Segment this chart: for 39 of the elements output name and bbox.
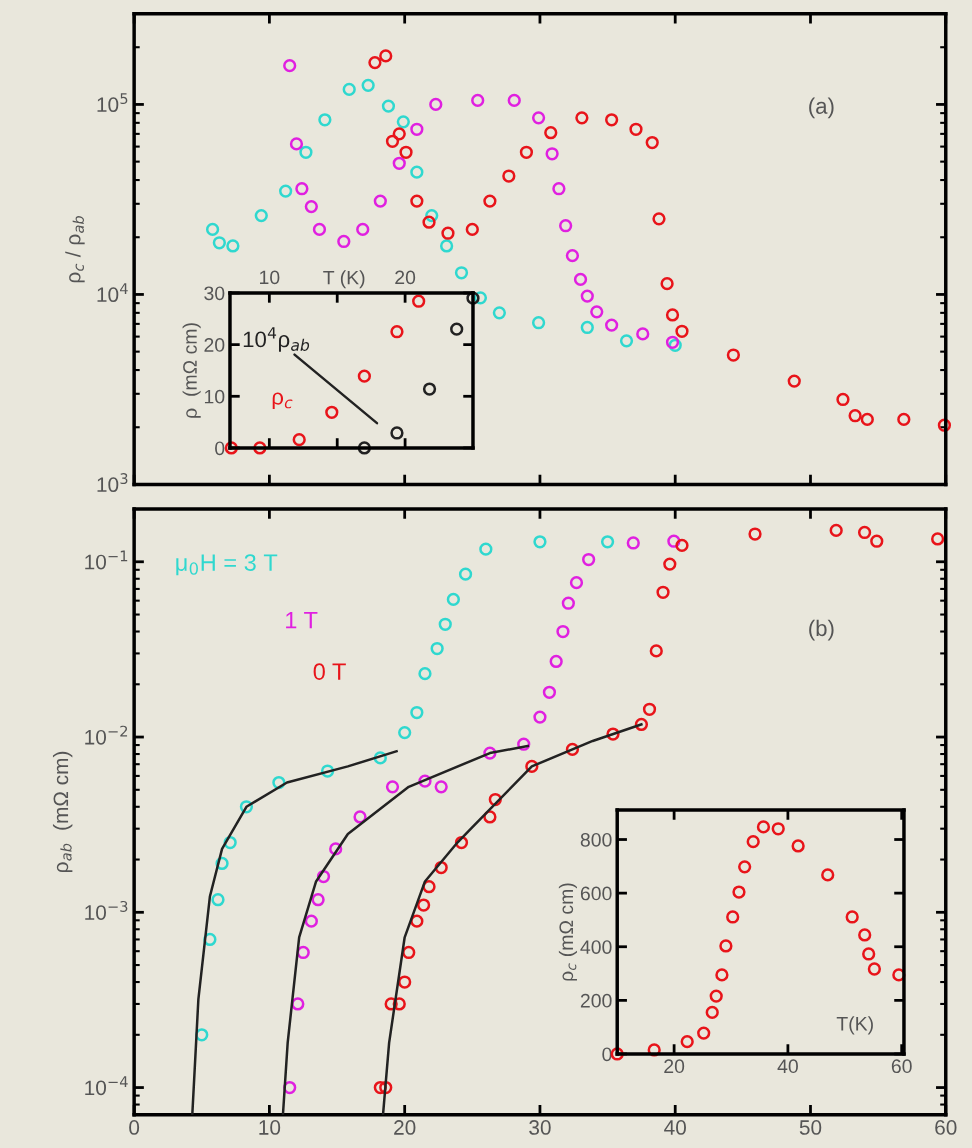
- x-tick-label: 40: [664, 1120, 686, 1135]
- y-axis-title: ρ$_{ab}$ (mΩ cm): [52, 751, 73, 872]
- y-tick-label: 10$^{−3}$: [85, 900, 128, 920]
- x-tick-label: 40: [777, 1059, 798, 1074]
- y-tick-label: 400: [580, 940, 612, 954]
- y-tick-label: 10: [204, 389, 225, 404]
- y-tick-label: 200: [580, 993, 612, 1008]
- x-tick-label: 20: [394, 1120, 416, 1135]
- x-tick-label: 10: [259, 1120, 281, 1135]
- y-tick-label: 10$^{5}$: [97, 93, 128, 113]
- y-tick-label: 10$^{4}$: [97, 283, 128, 303]
- y-tick-label: 0: [215, 441, 225, 456]
- y-tick-label: 30: [204, 286, 225, 301]
- annotation: (b): [809, 619, 834, 641]
- annotation: (a): [809, 97, 834, 119]
- text: 1 T: [286, 612, 318, 629]
- y-axis-title: ρ$_{c}$ / ρ$_{ab}$: [65, 216, 85, 283]
- y-tick-label: 10$^{−4}$: [85, 1076, 128, 1096]
- text: μ$_{0}$H = 3 T: [176, 554, 278, 576]
- x-tick-label: 20: [664, 1059, 685, 1074]
- y-tick-label: 20: [204, 338, 225, 352]
- x-tick-label: 60: [935, 1120, 957, 1135]
- text: 0 T: [313, 663, 346, 680]
- x-axis-title: T (K): [323, 270, 365, 289]
- x-tick-label: 0: [129, 1120, 140, 1135]
- x-tick-label: 50: [799, 1120, 822, 1135]
- y-tick-label: 600: [580, 886, 612, 901]
- y-axis-title: ρ$_{c}$ (mΩ cm): [558, 883, 577, 981]
- x-tick-label: 60: [891, 1059, 912, 1074]
- x-tick-label: 30: [529, 1120, 551, 1135]
- x-axis-title: T(K): [836, 1016, 873, 1035]
- series-label: ρ$_{c}$: [272, 392, 293, 410]
- y-tick-label: 10$^{3}$: [97, 473, 128, 493]
- y-tick-label: 10$^{−2}$: [85, 725, 128, 745]
- y-tick-label: 10$^{−1}$: [85, 550, 128, 570]
- y-axis-title: ρ (mΩ cm): [182, 323, 201, 418]
- y-tick-label: 800: [580, 832, 612, 847]
- text: 10$^{4}$ρ$_{ab}$: [243, 327, 310, 352]
- y-tick-label: 0: [602, 1047, 612, 1062]
